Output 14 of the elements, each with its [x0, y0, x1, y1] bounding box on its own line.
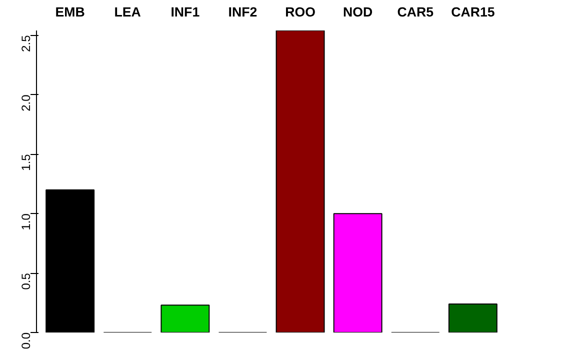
x-tick-label: EMB	[55, 4, 86, 20]
y-tick-label: 1.0	[19, 213, 33, 230]
x-tick-label: CAR5	[397, 4, 434, 20]
x-tick-label: NOD	[343, 4, 374, 20]
x-tick-label: INF2	[228, 4, 258, 20]
x-tick-label: LEA	[114, 4, 142, 20]
x-tick-label: CAR15	[451, 4, 496, 20]
y-tick-label: 0.0	[19, 332, 33, 350]
y-tick-label: 2.5	[19, 34, 33, 52]
x-tick-label: INF1	[170, 4, 200, 20]
y-tick-label: 0.5	[19, 272, 33, 290]
y-tick-label: 2.0	[19, 94, 33, 112]
x-tick-label: ROO	[285, 4, 316, 20]
y-tick-label: 1.5	[19, 154, 33, 171]
